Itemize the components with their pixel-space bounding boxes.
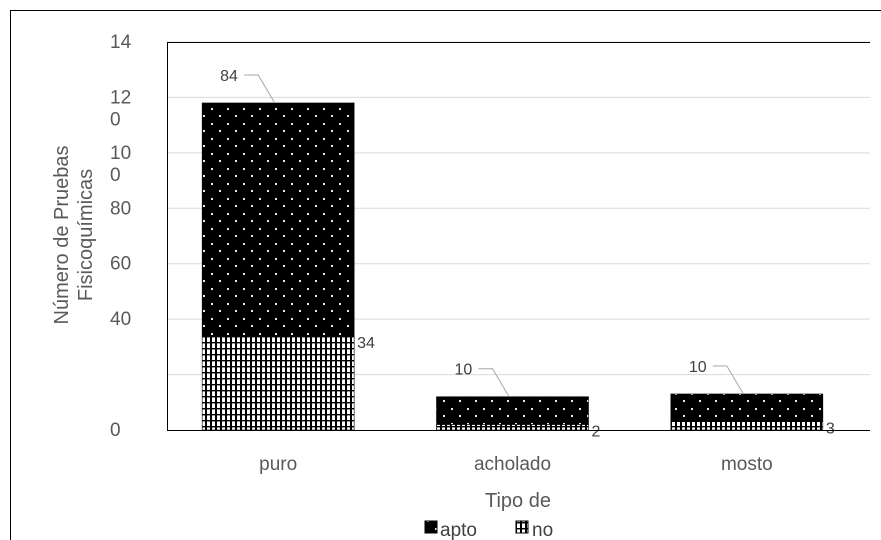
y-tick-label: 80 — [110, 198, 131, 219]
data-labels: 34 84 2 10 3 10 — [220, 68, 835, 440]
data-label-no: 2 — [592, 423, 601, 440]
leader-line — [478, 368, 509, 396]
y-tick-label: 60 — [110, 254, 131, 275]
data-label-apto: 84 — [220, 68, 238, 85]
y-tick-label: 0 — [110, 420, 121, 441]
legend-label-no: no — [532, 520, 553, 540]
leader-line — [244, 74, 275, 103]
bar-no-acholado — [436, 424, 589, 431]
x-tick-label: puro — [259, 454, 297, 475]
data-label-apto: 10 — [455, 362, 473, 379]
data-label-no: 34 — [357, 335, 375, 352]
bar-apto-acholado — [436, 396, 589, 425]
legend-swatch-apto — [424, 520, 438, 534]
bar-apto-mosto — [670, 393, 824, 422]
legend-swatch-no — [515, 520, 529, 534]
leader-line — [712, 365, 744, 394]
bar-no-mosto — [670, 421, 824, 431]
data-label-no: 3 — [826, 421, 835, 438]
chart-border — [10, 10, 881, 540]
data-label-apto: 10 — [689, 359, 707, 376]
x-tick-label: acholado — [474, 454, 551, 475]
legend: apto no — [424, 520, 553, 540]
axes: 0 40 60 80 10 0 12 0 14 puro acholado mosto Número d… — [51, 32, 870, 512]
gridlines — [167, 41, 870, 376]
y-axis-title: Número de Pruebas Fisicoquímicas — [51, 146, 97, 325]
bar-apto-puro — [201, 102, 355, 337]
y-tick-label: 12 0 — [110, 87, 131, 130]
x-axis-title: Tipo de — [485, 490, 551, 512]
y-tick-label: 10 0 — [110, 143, 131, 186]
legend-label-apto: apto — [440, 520, 477, 540]
bar-no-puro — [201, 335, 355, 431]
y-tick-label: 14 — [110, 32, 132, 53]
y-tick-label: 40 — [110, 309, 131, 330]
x-tick-label: mosto — [721, 454, 773, 475]
bars — [201, 102, 824, 431]
